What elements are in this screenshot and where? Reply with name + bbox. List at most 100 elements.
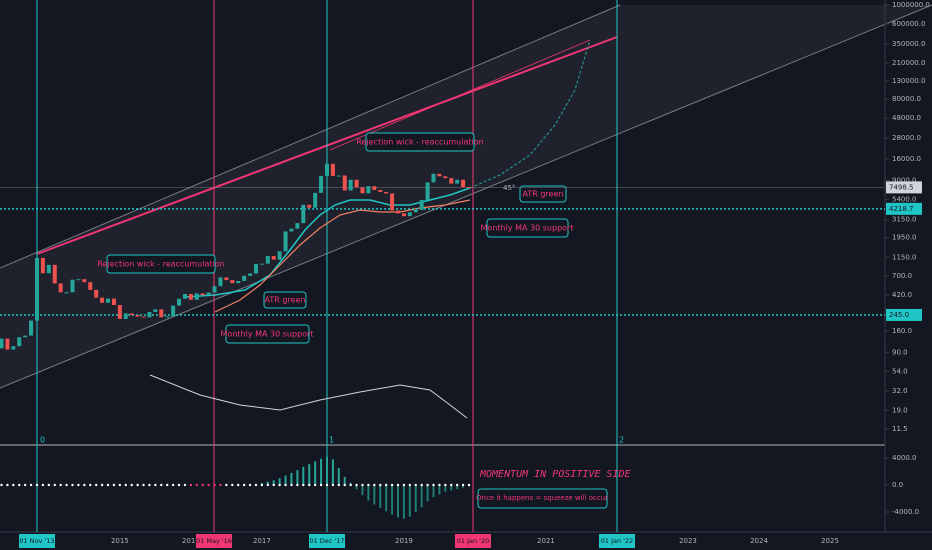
- squeeze-dot: [0, 483, 3, 487]
- momentum-bar: [426, 484, 429, 502]
- momentum-bar: [438, 484, 441, 495]
- candle: [206, 292, 211, 296]
- momentum-bar: [266, 481, 269, 485]
- squeeze-dot: [65, 483, 68, 487]
- squeeze-dot: [272, 483, 275, 487]
- y-tick-label: 700.0: [892, 272, 912, 280]
- candle: [330, 163, 335, 176]
- momentum-bar: [361, 484, 364, 496]
- momentum-bar: [314, 461, 317, 485]
- candle: [277, 251, 282, 260]
- squeeze-dot: [112, 483, 116, 487]
- squeeze-dot: [130, 483, 133, 487]
- squeeze-dot: [426, 483, 429, 487]
- squeeze-dot: [71, 483, 74, 487]
- projection-path: [469, 39, 591, 189]
- x-tick-label: 2021: [537, 537, 555, 545]
- candle: [94, 289, 99, 298]
- momentum-bar: [331, 459, 334, 485]
- candle: [384, 191, 389, 194]
- date-badge: [19, 534, 55, 548]
- y-tick-label: 130000.0: [892, 77, 925, 85]
- momentum-bar: [320, 458, 323, 485]
- squeeze-dot: [18, 483, 21, 487]
- squeeze-dot: [343, 483, 346, 487]
- squeeze-dot: [349, 483, 352, 487]
- squeeze-dot: [355, 483, 358, 487]
- squeeze-dot: [396, 483, 400, 487]
- momentum-bar: [391, 484, 394, 515]
- x-tick-label: 2023: [679, 537, 697, 545]
- candle: [390, 193, 395, 211]
- squeeze-dot: [100, 483, 104, 487]
- candle: [378, 189, 383, 192]
- momentum-bar: [373, 484, 376, 505]
- price-badge: [886, 181, 922, 194]
- candle: [455, 179, 460, 184]
- y-tick-label: 1000000.0: [892, 1, 930, 9]
- squeeze-dot: [94, 483, 98, 487]
- momentum-bar: [278, 478, 281, 485]
- squeeze-dot: [461, 483, 465, 487]
- candle: [461, 179, 466, 188]
- candle: [271, 256, 276, 260]
- squeeze-dot: [384, 483, 388, 487]
- candle: [319, 175, 324, 193]
- squeeze-dot: [177, 483, 181, 487]
- y-tick-label: 19.0: [892, 406, 908, 414]
- x-tick-label: 2019: [395, 537, 413, 545]
- candle: [52, 264, 57, 284]
- candle: [100, 297, 105, 303]
- squeeze-dot: [319, 483, 323, 487]
- candle: [401, 213, 406, 217]
- cycle-label: 0: [40, 436, 45, 445]
- momentum-bar: [302, 466, 305, 485]
- candle: [171, 305, 176, 317]
- annotation: Monthly MA 30 support: [481, 224, 574, 233]
- annotation-box: [263, 291, 307, 309]
- y-tick-label: 54.0: [892, 367, 908, 375]
- squeeze-dot: [242, 483, 246, 487]
- candle: [431, 173, 436, 183]
- annotation: Monthly MA 30 support: [221, 330, 314, 339]
- candle: [82, 279, 87, 283]
- y-tick-label: 1950.0: [892, 234, 917, 242]
- x-tick-label: 2024: [750, 537, 768, 545]
- squeeze-dot: [142, 483, 145, 487]
- candle: [372, 186, 377, 190]
- candle: [188, 293, 193, 300]
- candle: [123, 313, 128, 319]
- candle: [29, 320, 34, 336]
- momentum-bar: [420, 484, 423, 508]
- candle: [177, 298, 182, 306]
- momentum-bar: [325, 456, 328, 485]
- candle: [289, 228, 294, 232]
- candle: [307, 204, 312, 208]
- squeeze-dot: [337, 483, 341, 487]
- date-badge-label: 01 Nov '13: [19, 537, 54, 545]
- squeeze-dot: [160, 483, 163, 487]
- squeeze-dot: [29, 483, 33, 487]
- candle: [64, 292, 69, 294]
- candle: [182, 293, 187, 299]
- squeeze-dot: [189, 483, 193, 487]
- x-tick-label: 2025: [821, 537, 839, 545]
- candle: [425, 182, 430, 200]
- candle: [413, 209, 418, 213]
- date-badge-label: 01 Jan '22: [601, 537, 633, 545]
- squeeze-dot: [420, 483, 423, 487]
- momentum-bar: [450, 484, 453, 491]
- y-tick-label: 210000.0: [892, 59, 925, 67]
- candle: [265, 256, 270, 264]
- candle: [70, 279, 75, 293]
- annotation-box: [365, 132, 475, 152]
- annotation-box: [106, 254, 216, 274]
- cycle-label: 1: [329, 436, 334, 445]
- angle-label: 45°: [503, 184, 515, 192]
- candle: [395, 210, 400, 214]
- candle: [236, 281, 241, 284]
- squeeze-dot: [12, 483, 15, 487]
- y-tick-label: 28000.0: [892, 134, 921, 142]
- squeeze-dot: [455, 483, 459, 487]
- annotation: Once it happens = squeeze will occur: [476, 494, 608, 502]
